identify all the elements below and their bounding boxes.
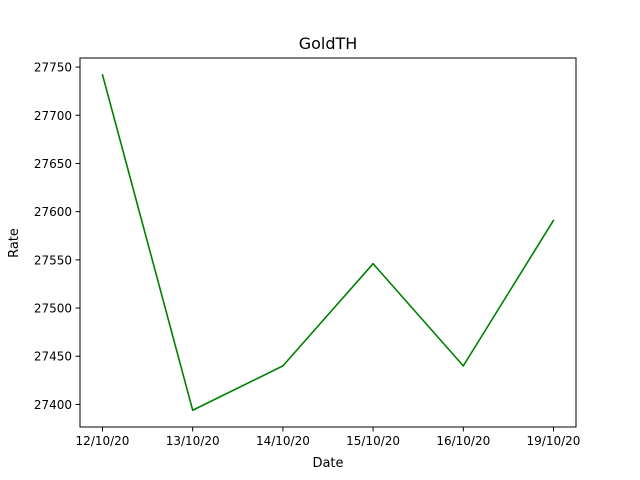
data-point: [101, 73, 104, 76]
y-tick-label: 27600: [34, 205, 72, 219]
series-group: [101, 73, 555, 412]
y-tick-label: 27400: [34, 398, 72, 412]
x-axis-ticks: 12/10/20 13/10/20 14/10/20 15/10/20 16/10/20…: [76, 427, 581, 448]
y-tick-label: 27550: [34, 253, 72, 267]
plot-frame: [79, 57, 577, 428]
x-tick-label: 14/10/20: [256, 434, 310, 448]
y-tick-label: 27650: [34, 157, 72, 171]
y-tick-label: 27700: [34, 109, 72, 123]
y-tick-label: 27450: [34, 350, 72, 364]
x-axis-label: Date: [312, 456, 343, 471]
x-tick-label: 19/10/20: [527, 434, 581, 448]
data-point: [191, 409, 194, 412]
series-line: [101, 74, 555, 412]
data-point: [552, 219, 555, 222]
y-axis-ticks: 27400 27450 27500 27550 27600 27650 27700 27750: [34, 61, 80, 412]
x-tick-label: 15/10/20: [346, 434, 400, 448]
x-tick-label: 12/10/20: [76, 434, 130, 448]
data-point: [462, 365, 465, 367]
x-tick-label: 13/10/20: [166, 434, 220, 448]
data-point: [372, 262, 374, 265]
y-tick-label: 27500: [34, 302, 72, 316]
y-tick-label: 27750: [34, 61, 72, 75]
data-point: [282, 365, 284, 367]
x-tick-label: 16/10/20: [436, 434, 490, 448]
y-axis-label: Rate: [7, 228, 22, 258]
chart-title: GoldTH: [299, 34, 358, 53]
